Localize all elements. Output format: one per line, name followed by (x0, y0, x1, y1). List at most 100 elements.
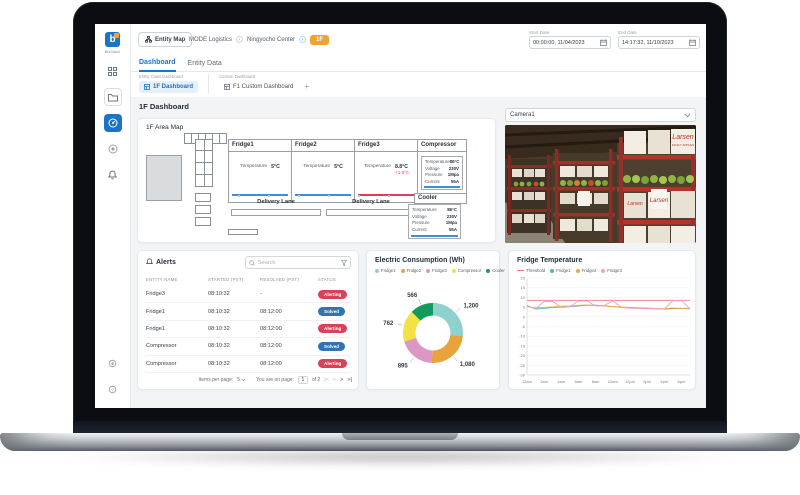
metric-label: Temperature (240, 164, 267, 170)
target-icon[interactable] (104, 140, 122, 158)
entity-class-dashboard-group: Entity Class Dashboard 1F Dashboard (139, 74, 198, 93)
floor-badge[interactable]: 1F (310, 35, 329, 45)
electric-consumption-title: Electric Consumption (Wh) (375, 257, 465, 264)
chevron-right-icon: › (236, 36, 243, 43)
items-per-page-select[interactable]: 5 (237, 377, 246, 383)
dashboard-icon[interactable] (104, 114, 122, 132)
sidebar: b BizStack ? (95, 24, 131, 408)
room-compressor-name: Compressor (418, 140, 466, 152)
alerts-card: Alerts Search ENTITY NAME STARTED (PST) … (137, 250, 359, 390)
legend-item[interactable]: Fridge2 (401, 268, 422, 273)
legend-item[interactable]: Fridge1 (550, 268, 571, 273)
settings-icon[interactable] (104, 354, 122, 372)
svg-text:10: 10 (521, 295, 526, 300)
apps-icon[interactable] (104, 62, 122, 80)
calendar-icon[interactable] (600, 39, 607, 46)
cooler-metrics: Temperature86°CVoltage230VPressure1MpaCu… (408, 204, 461, 239)
alerts-search-input[interactable]: Search (245, 256, 351, 269)
col-status: STATUS (318, 277, 350, 282)
alerts-title: Alerts (156, 259, 176, 266)
total-pages-label: of 2 (312, 377, 320, 383)
svg-text:Larsen: Larsen (650, 198, 669, 204)
compressor-metrics: Temperature86°CVoltage230VPressure1MpaCu… (421, 156, 463, 190)
svg-text:8am: 8am (592, 379, 600, 384)
entity-folder-icon[interactable] (104, 88, 122, 106)
status-underline (411, 235, 458, 237)
page-label: You are on page: (256, 377, 294, 383)
search-placeholder: Search (258, 260, 338, 266)
svg-text:FANCY APPLES: FANCY APPLES (672, 143, 694, 147)
status-underline (295, 194, 351, 196)
status-underline (232, 194, 288, 196)
svg-text:-20: -20 (519, 353, 526, 358)
area-map-title: 1F Area Map (146, 124, 183, 131)
subtab-1f-dashboard-label: 1F Dashboard (153, 84, 193, 90)
legend-item[interactable]: Cooler (486, 268, 505, 273)
next-page-icon[interactable]: > (340, 377, 343, 383)
end-date-input[interactable]: 14:17:32, 11/10/2023 (618, 36, 700, 49)
camera-select[interactable]: Camera1 (505, 108, 696, 122)
line-legend: Threshold Fridge1 Fridge2 Fridge3 (517, 268, 622, 273)
grid-icon (224, 84, 230, 90)
filter-icon[interactable] (341, 260, 347, 266)
legend-item[interactable]: Threshold (517, 268, 545, 273)
room-cooler[interactable]: Cooler (414, 193, 467, 204)
prev-page-icon[interactable]: < (333, 377, 336, 383)
metric-value: 5°C (271, 164, 280, 170)
page-number-input[interactable]: 1 (298, 376, 308, 384)
start-date: Start Date 00:00:00, 11/04/2023 (529, 30, 611, 49)
subtab-f1-custom-dashboard[interactable]: F1 Custom Dashboard (219, 81, 298, 93)
page-title: 1F Dashboard (139, 102, 189, 111)
add-dashboard-button[interactable]: + (304, 82, 309, 91)
calendar-icon[interactable] (689, 39, 696, 46)
table-row[interactable]: Fridge108:10:3208:12:00Alerting (146, 321, 350, 338)
svg-text:Larsen: Larsen (672, 134, 694, 141)
table-row[interactable]: Fridge308:10:32-Alerting (146, 286, 350, 303)
subtab-1f-dashboard[interactable]: 1F Dashboard (139, 81, 198, 93)
table-row[interactable]: Compressor08:10:3208:12:00Alerting (146, 356, 350, 373)
bell-icon[interactable] (104, 166, 122, 184)
breadcrumb-item-company[interactable]: MODE Logistics (189, 37, 232, 43)
line-chart: 20151050-5-10-15-20-25-3012am2am4am6am8a… (511, 275, 695, 392)
table-row[interactable]: Compressor08:10:3208:12:00Solved (146, 338, 350, 355)
entity-map-button[interactable]: Entity Map (138, 32, 192, 47)
breadcrumb-item-center[interactable]: Ningyocho Center (247, 37, 295, 43)
room-fridge3[interactable]: Fridge3 Temperature8.8°C +1.8°C (354, 139, 418, 203)
legend-item[interactable]: Fridge3 (601, 268, 622, 273)
bizstack-logo-icon[interactable]: b (105, 32, 120, 47)
alert-bell-icon (146, 258, 153, 266)
svg-text:12pm: 12pm (625, 379, 636, 384)
room-fridge2[interactable]: Fridge2 Temperature5°C (291, 139, 355, 203)
svg-text:4pm: 4pm (660, 379, 668, 384)
svg-text:6pm: 6pm (678, 379, 686, 384)
table-row[interactable]: Fridge108:10:3208:12:00Solved (146, 303, 350, 320)
area-map-card: 1F Area Map (137, 118, 496, 243)
last-page-icon[interactable]: >| (347, 377, 352, 383)
delivery-lane-1 (231, 209, 321, 216)
legend-item[interactable]: Fridge2 (576, 268, 597, 273)
end-date-label: End Date (618, 30, 700, 35)
electric-consumption-card: Electric Consumption (Wh) Fridge1 Fridge2… (366, 250, 500, 390)
svg-text:566: 566 (407, 293, 418, 299)
floorplan-small-ledge (228, 229, 258, 235)
room-fridge1[interactable]: Fridge1 Temperature5°C (228, 139, 292, 203)
tab-dashboard[interactable]: Dashboard (139, 59, 176, 72)
legend-item[interactable]: Fridge3 (426, 268, 447, 273)
legend-item[interactable]: Compressor (452, 268, 481, 273)
delivery-lane-2 (326, 209, 416, 216)
help-icon[interactable]: ? (104, 380, 122, 398)
room-cooler-name: Cooler (415, 194, 466, 201)
first-page-icon[interactable]: |< (324, 377, 329, 383)
dashboard-subtabs: Entity Class Dashboard 1F Dashboard Cust… (131, 72, 706, 97)
status-badge: Solved (318, 307, 345, 316)
bizstack-logo-text: BizStack (105, 49, 121, 54)
floorplan-dock-cell (219, 133, 227, 144)
items-per-page-label: Items per page: (199, 377, 234, 383)
app-window: b BizStack ? (95, 24, 706, 408)
tab-entity-data[interactable]: Entity Data (188, 60, 222, 71)
start-date-input[interactable]: 00:00:00, 11/04/2023 (529, 36, 611, 49)
legend-item[interactable]: Fridge1 (375, 268, 396, 273)
start-date-value: 00:00:00, 11/04/2023 (533, 40, 585, 46)
end-date-value: 14:17:32, 11/10/2023 (622, 40, 674, 46)
col-entity-name: ENTITY NAME (146, 277, 208, 282)
